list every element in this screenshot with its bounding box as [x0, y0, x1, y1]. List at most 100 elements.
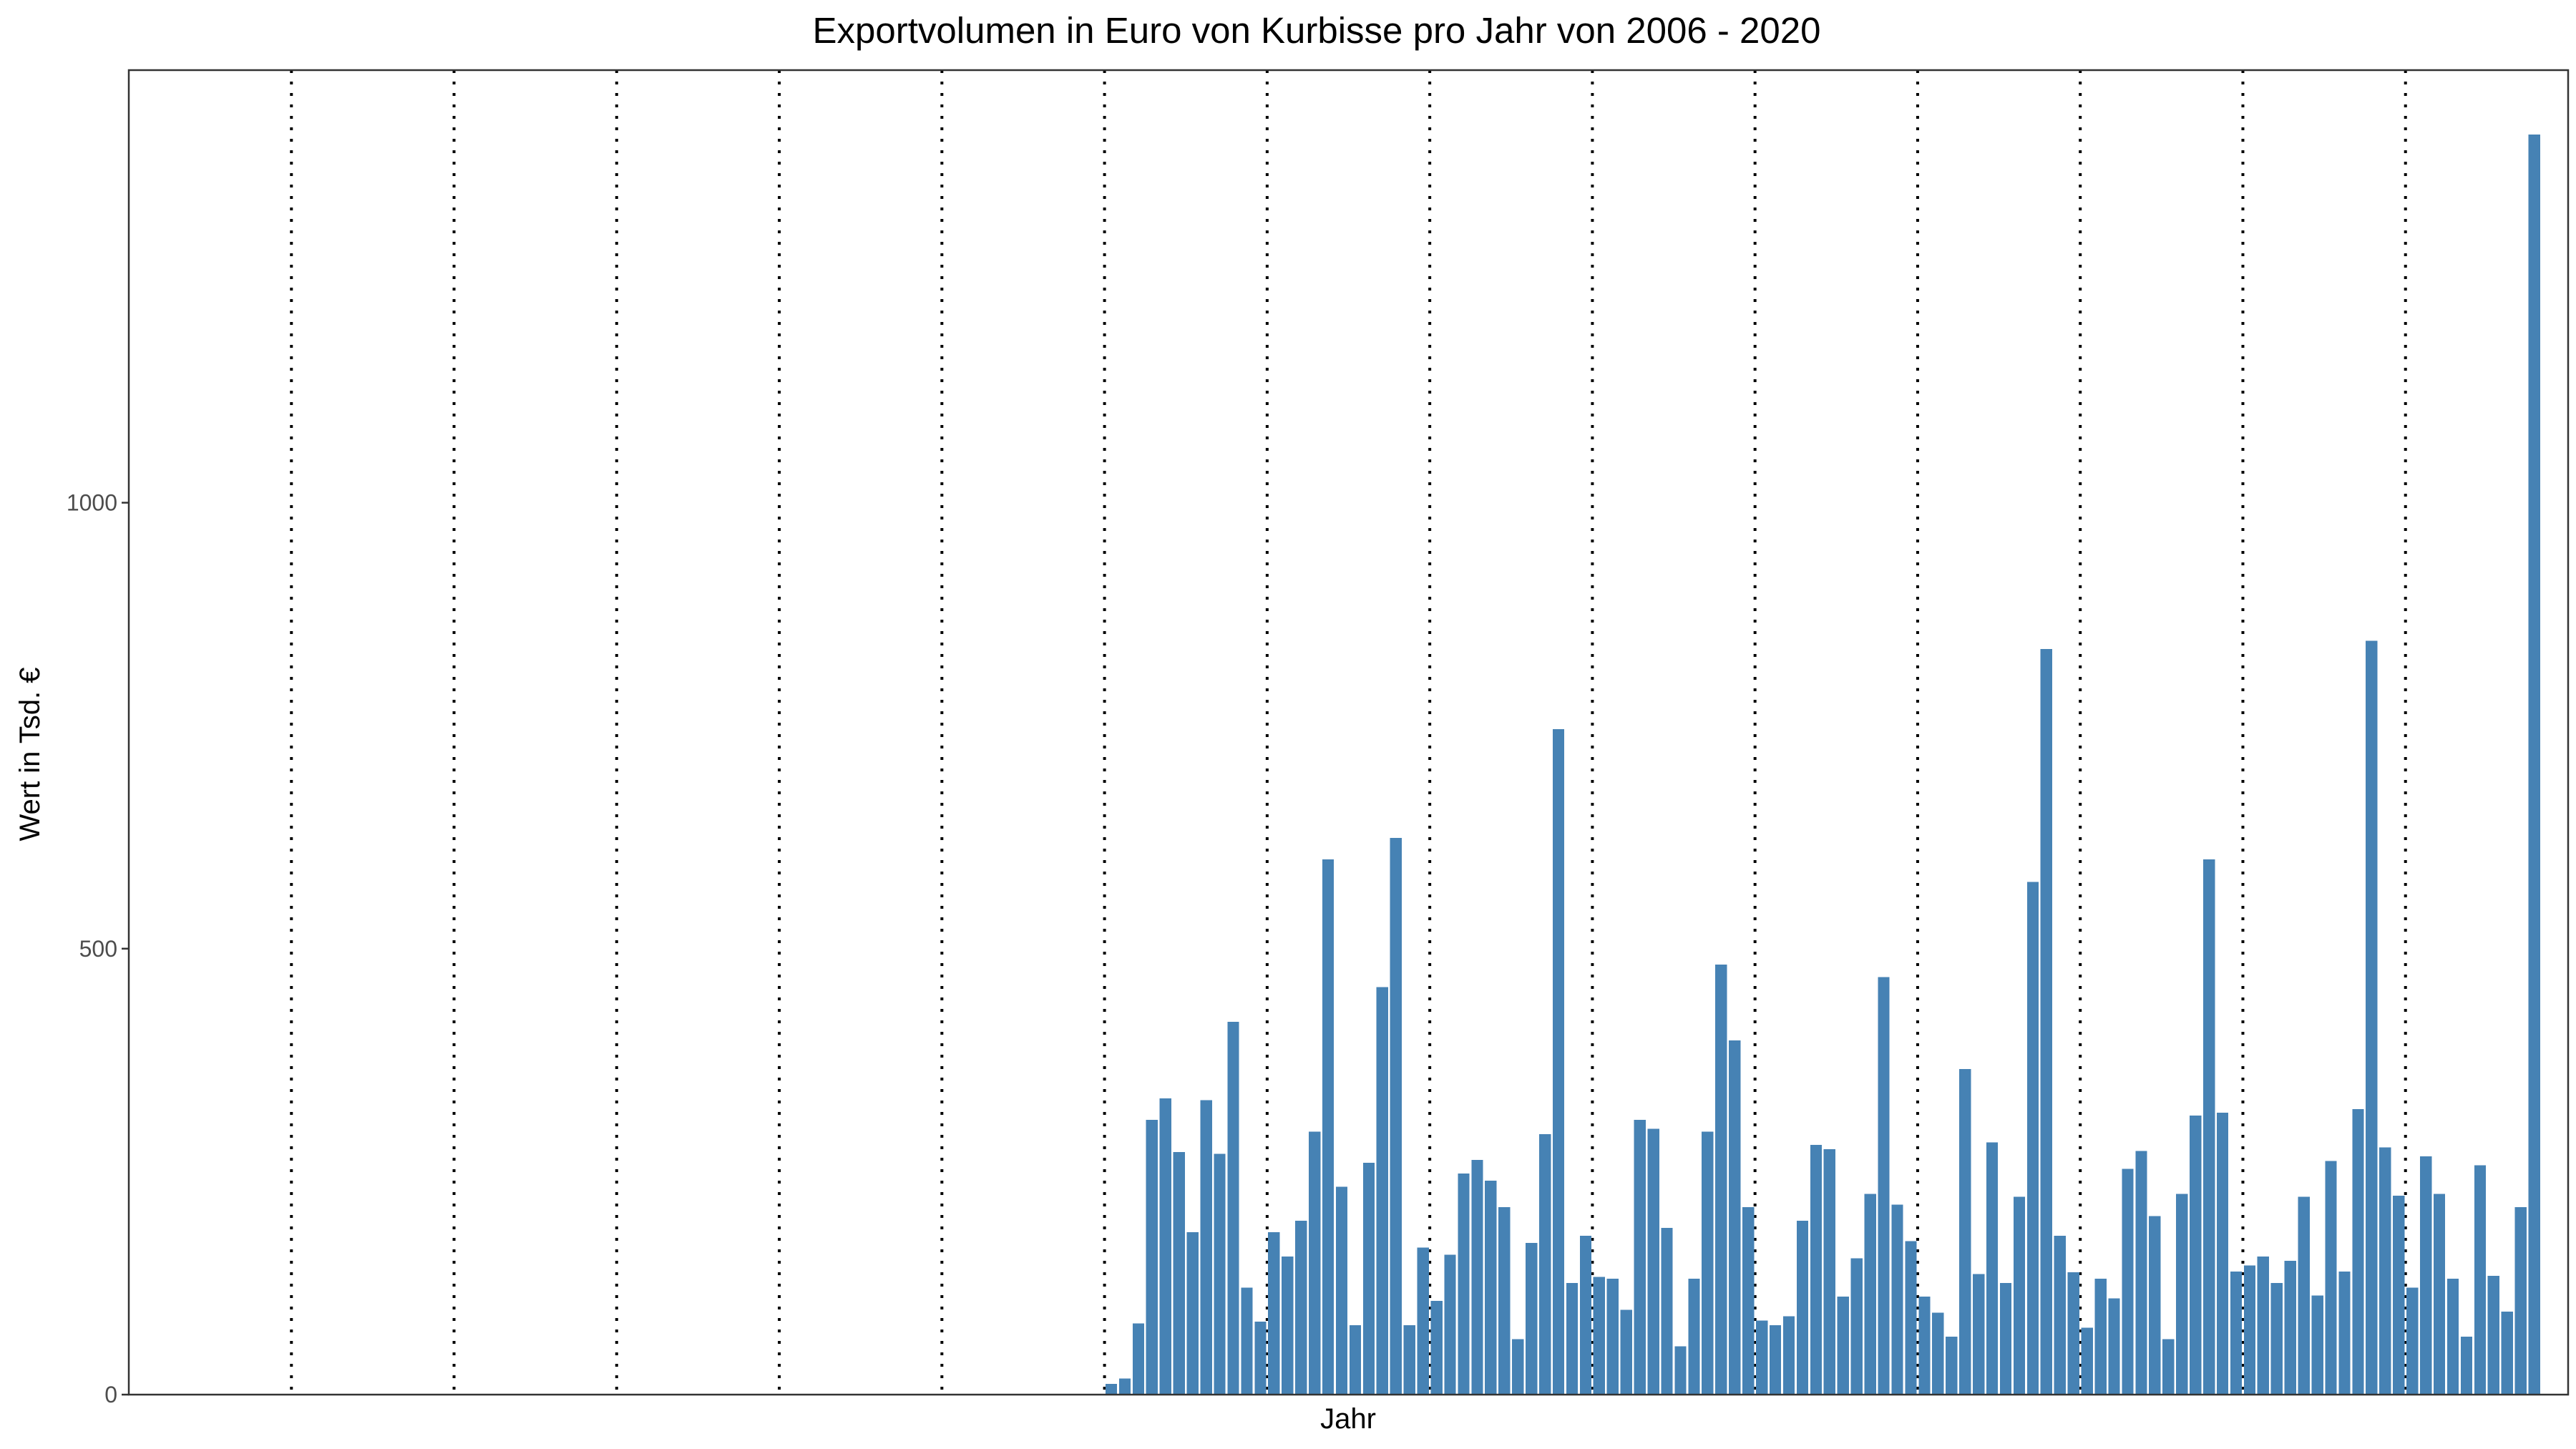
bar [1282, 1256, 1294, 1395]
bar [1118, 1378, 1131, 1395]
bar [1403, 1324, 1415, 1395]
bar [1647, 1128, 1659, 1395]
y-tick-label: 1000 [67, 490, 117, 516]
bar [1444, 1254, 1456, 1395]
bar [1932, 1312, 1944, 1395]
bar [2379, 1147, 2391, 1395]
bar [1390, 838, 1402, 1395]
bar [2054, 1236, 2066, 1395]
bar [1999, 1283, 2012, 1395]
bar [1132, 1323, 1145, 1395]
bar [2040, 648, 2052, 1395]
bar [2325, 1161, 2337, 1395]
bar [1227, 1021, 1239, 1395]
bar [1810, 1144, 1823, 1395]
bar [1485, 1180, 1497, 1395]
bar [1552, 729, 1565, 1395]
bar [2176, 1194, 2188, 1395]
bar [1606, 1278, 1619, 1395]
bar [1458, 1173, 1470, 1395]
bar [1769, 1324, 1782, 1395]
bar [1674, 1346, 1687, 1395]
bar [1620, 1309, 1632, 1395]
bar [1850, 1258, 1863, 1395]
bar [2216, 1113, 2229, 1395]
bar [1891, 1204, 1903, 1395]
y-tick-label: 0 [104, 1382, 117, 1407]
bar [2122, 1169, 2134, 1395]
bar [2284, 1261, 2296, 1395]
bar [2393, 1196, 2405, 1395]
bar [2298, 1196, 2310, 1395]
bar [1823, 1149, 1835, 1395]
bar [2460, 1336, 2473, 1395]
bar [1376, 987, 1388, 1395]
bar [1634, 1120, 1646, 1395]
bars-group [1105, 134, 2540, 1395]
bar [1498, 1207, 1511, 1395]
bar [1214, 1153, 1226, 1395]
bar [1471, 1160, 1483, 1395]
y-axis-title: Wert in Tsd. € [14, 667, 46, 841]
bar [1837, 1296, 1849, 1395]
bar [2230, 1271, 2243, 1395]
bar [1173, 1151, 1185, 1395]
bar [1986, 1142, 1999, 1395]
bar [1593, 1277, 1606, 1395]
bar [1526, 1243, 1538, 1395]
bar [1241, 1287, 1253, 1395]
bar [1295, 1220, 1307, 1395]
bar [1688, 1278, 1700, 1395]
bar [1959, 1069, 1971, 1395]
bar [1579, 1236, 1592, 1395]
bar [2108, 1298, 2120, 1395]
bar [1755, 1320, 1768, 1395]
bar [2243, 1265, 2256, 1395]
y-axis-ticks: 0 500 1000 [67, 490, 129, 1407]
bar [2135, 1151, 2147, 1395]
bar [1715, 965, 1727, 1395]
bar [2149, 1216, 2161, 1395]
bar [1729, 1040, 1741, 1395]
bar [1878, 977, 1890, 1395]
bar [1864, 1194, 1876, 1395]
bar [1796, 1220, 1809, 1395]
bar [2081, 1327, 2093, 1395]
bar [2528, 134, 2540, 1395]
bar [1349, 1324, 1362, 1395]
chart-title: Exportvolumen in Euro von Kurbisse pro J… [813, 10, 1821, 51]
bar [1973, 1274, 1985, 1395]
bar [1186, 1232, 1199, 1395]
bar [1200, 1100, 1212, 1395]
bar [2162, 1339, 2175, 1395]
bar [1905, 1241, 1917, 1395]
vertical-grid-lines [290, 70, 2407, 1395]
bar [1268, 1232, 1280, 1395]
bar [1159, 1098, 1171, 1395]
bar [1661, 1227, 1673, 1395]
bar [2487, 1276, 2499, 1395]
bar [1512, 1339, 1524, 1395]
bar [2352, 1109, 2364, 1395]
bar [2026, 882, 2039, 1395]
bar [1146, 1120, 1158, 1395]
bar [2501, 1312, 2513, 1395]
bar [1702, 1131, 1714, 1395]
y-tick-label: 500 [79, 936, 117, 962]
bar [1946, 1336, 1958, 1395]
bar [1742, 1207, 1755, 1395]
bar [1362, 1162, 1375, 1395]
bar [1309, 1131, 1321, 1395]
bar [2190, 1115, 2202, 1395]
bar [2338, 1271, 2351, 1395]
bar [2420, 1156, 2432, 1395]
bar [2406, 1287, 2419, 1395]
bar [2202, 859, 2215, 1395]
bar [2094, 1278, 2107, 1395]
x-axis-title: Jahr [1320, 1403, 1376, 1435]
bar [2446, 1278, 2459, 1395]
bar [2257, 1256, 2270, 1395]
bar [2067, 1272, 2079, 1395]
bar [1105, 1384, 1118, 1395]
bar [1322, 859, 1335, 1395]
